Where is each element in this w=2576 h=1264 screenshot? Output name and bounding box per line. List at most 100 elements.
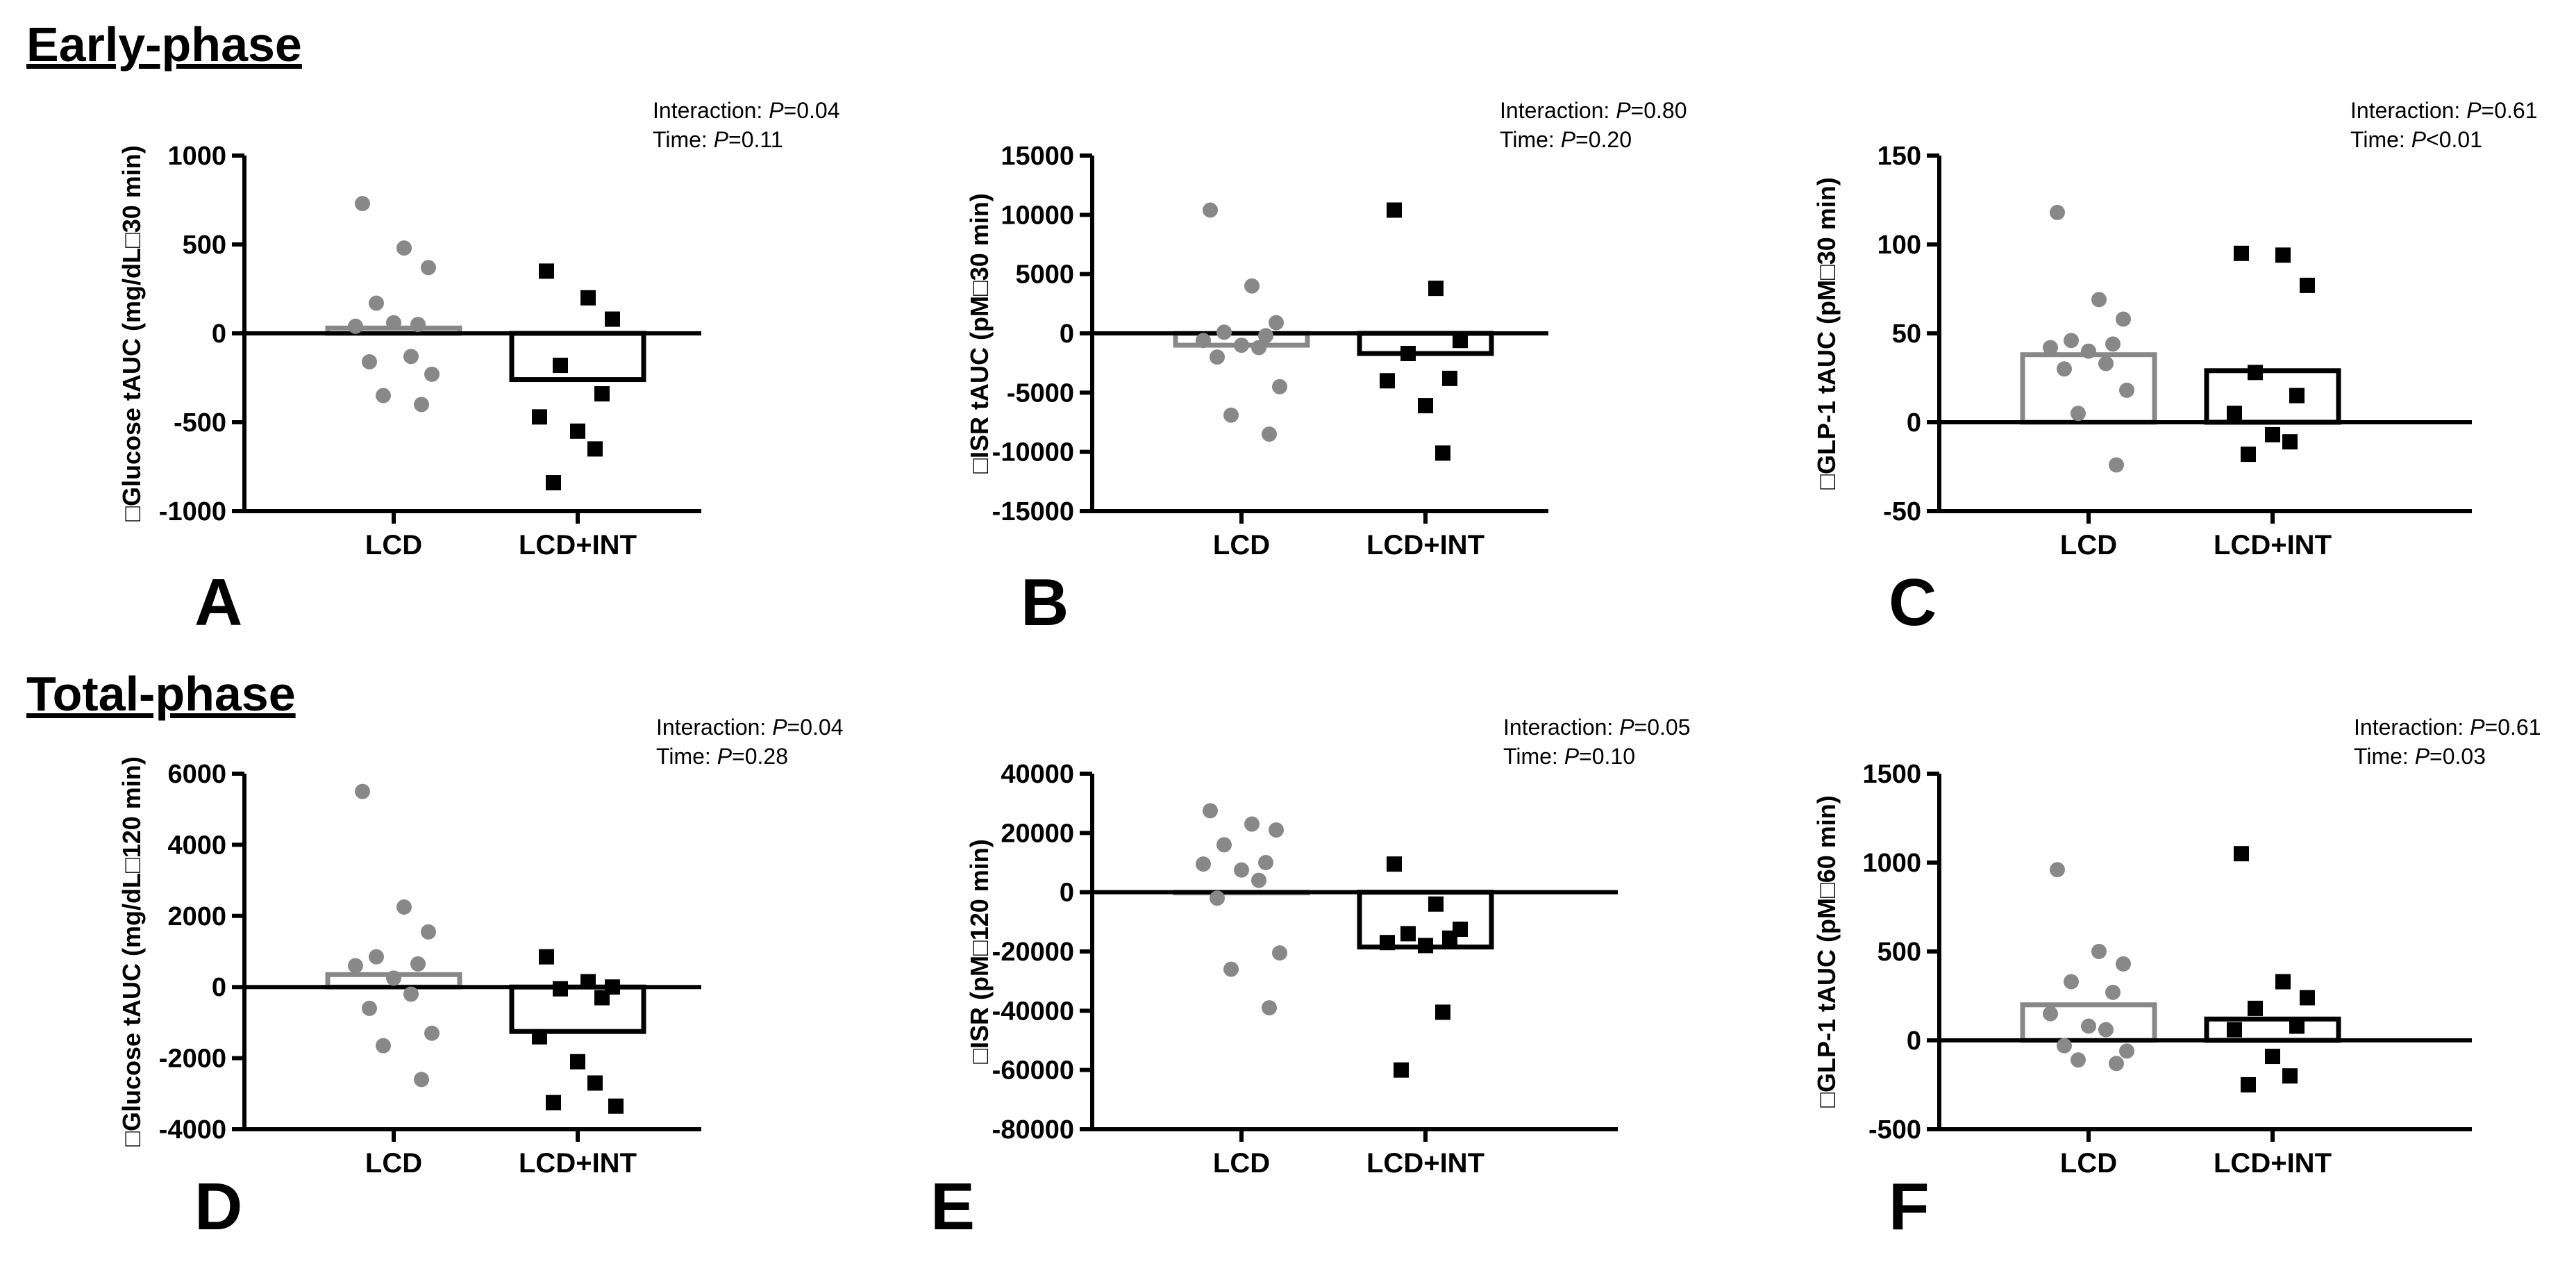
data-point-lcd-int <box>594 990 610 1006</box>
stats-value: =0.10 <box>1579 744 1635 769</box>
data-point-lcd <box>2091 292 2107 308</box>
stats-label: Time: <box>2350 127 2411 152</box>
data-point-lcd-int <box>1387 856 1402 872</box>
data-point-lcd-int <box>532 409 547 425</box>
stats-line1: Interaction: P=0.04 <box>653 98 840 123</box>
x-tick-label: LCD <box>2060 1148 2117 1179</box>
data-point-lcd-int <box>1418 938 1433 954</box>
y-tick-label: 500 <box>1877 938 1921 967</box>
stats-line2: Time: P=0.03 <box>2354 744 2486 769</box>
data-point-lcd <box>1196 856 1211 872</box>
data-point-lcd <box>1272 945 1287 961</box>
data-point-lcd <box>2116 956 2131 972</box>
stats-p: P <box>1616 98 1631 123</box>
y-tick-label: 15000 <box>1001 142 1074 171</box>
data-point-lcd <box>403 349 419 365</box>
data-point-lcd-int <box>580 974 596 990</box>
stats-p: P <box>1561 127 1576 152</box>
data-point-lcd <box>376 388 391 404</box>
stats-value: =0.20 <box>1575 127 1632 152</box>
y-tick-label: 0 <box>1907 1026 1921 1056</box>
data-point-lcd <box>1272 379 1287 394</box>
data-point-lcd <box>386 970 401 986</box>
y-tick-label: 1000 <box>1862 849 1921 878</box>
panel-e: -80000 -60000 -40000 -20000 0 20000 40000 LCD LC… <box>930 715 1691 1244</box>
data-point-lcd <box>1223 407 1239 423</box>
stats-value: =0.61 <box>2482 98 2538 123</box>
data-point-lcd <box>1251 872 1266 888</box>
panel-letter: E <box>930 1170 975 1244</box>
data-point-lcd-int <box>1418 398 1433 414</box>
stats-line2: Time: P=0.10 <box>1503 744 1635 769</box>
data-point-lcd <box>414 397 429 413</box>
data-point-lcd-int <box>1387 202 1402 218</box>
x-tick-label: LCD <box>365 1148 422 1179</box>
data-point-lcd <box>1244 816 1260 832</box>
bar-lcd-int <box>509 984 646 1034</box>
data-point-lcd <box>2116 311 2131 327</box>
data-point-lcd <box>348 318 363 334</box>
data-point-lcd-int <box>2282 1068 2298 1084</box>
data-point-lcd <box>2081 1018 2096 1034</box>
stats-label: Interaction: <box>653 98 769 123</box>
data-point-lcd-int <box>546 1095 561 1111</box>
data-point-lcd-int <box>1453 333 1468 349</box>
data-point-lcd-int <box>2275 974 2291 990</box>
data-point-lcd <box>1244 278 1260 294</box>
data-point-lcd <box>1251 340 1266 356</box>
data-point-lcd <box>2043 340 2058 356</box>
y-tick-label: 6000 <box>167 760 226 789</box>
stats-value: =0.61 <box>2485 715 2541 740</box>
data-point-lcd <box>424 366 440 382</box>
y-tick-label: 10000 <box>1001 201 1074 230</box>
data-point-lcd-int <box>2241 447 2256 463</box>
data-point-lcd <box>2119 382 2134 398</box>
stats-label: Interaction: <box>1500 98 1616 123</box>
data-point-lcd <box>2064 974 2079 990</box>
stats-label: Interaction: <box>656 715 772 740</box>
stats-p: P <box>2466 98 2482 123</box>
y-tick-label: -2000 <box>159 1045 226 1074</box>
data-point-lcd <box>2105 336 2121 352</box>
data-point-lcd-int <box>570 1054 585 1070</box>
x-tick-label: LCD+INT <box>1366 1148 1484 1179</box>
stats-label: Time: <box>653 127 714 152</box>
data-point-lcd-int <box>580 290 596 306</box>
stats-p: P <box>2470 715 2485 740</box>
stats-label: Interaction: <box>1503 715 1619 740</box>
panel-letter: C <box>1889 565 1937 640</box>
x-tick-label: LCD+INT <box>1366 530 1484 560</box>
data-point-lcd-int <box>1442 930 1457 946</box>
y-tick-label: 0 <box>1060 319 1074 349</box>
data-point-lcd-int <box>570 423 585 439</box>
stats-p: P <box>717 744 733 769</box>
panel-letter: F <box>1889 1170 1930 1244</box>
data-point-lcd <box>403 986 419 1002</box>
y-tick-label: 150 <box>1877 142 1921 171</box>
x-tick-label: LCD <box>1213 1148 1270 1179</box>
data-point-lcd <box>2064 333 2079 349</box>
data-point-lcd <box>1262 1000 1277 1016</box>
bar-lcd-int <box>1357 331 1494 356</box>
stats-value: =0.11 <box>728 127 783 152</box>
data-point-lcd-int <box>1428 281 1444 297</box>
stats-p: P <box>769 98 784 123</box>
y-tick-label: 500 <box>183 231 226 260</box>
data-point-lcd-int <box>553 981 568 997</box>
y-tick-label: 50 <box>1892 319 1921 349</box>
stats-value: =0.04 <box>787 715 844 740</box>
data-point-lcd <box>362 354 377 369</box>
data-point-lcd <box>1203 202 1218 218</box>
y-tick-label: 40000 <box>1001 760 1074 789</box>
stats-p: P <box>2411 127 2427 152</box>
data-point-lcd <box>2081 343 2096 359</box>
data-point-lcd-int <box>605 311 620 327</box>
x-tick-label: LCD+INT <box>2214 1148 2332 1179</box>
data-point-lcd-int <box>1442 370 1457 386</box>
bar-lcd <box>2020 352 2157 425</box>
data-point-lcd <box>1269 822 1284 838</box>
